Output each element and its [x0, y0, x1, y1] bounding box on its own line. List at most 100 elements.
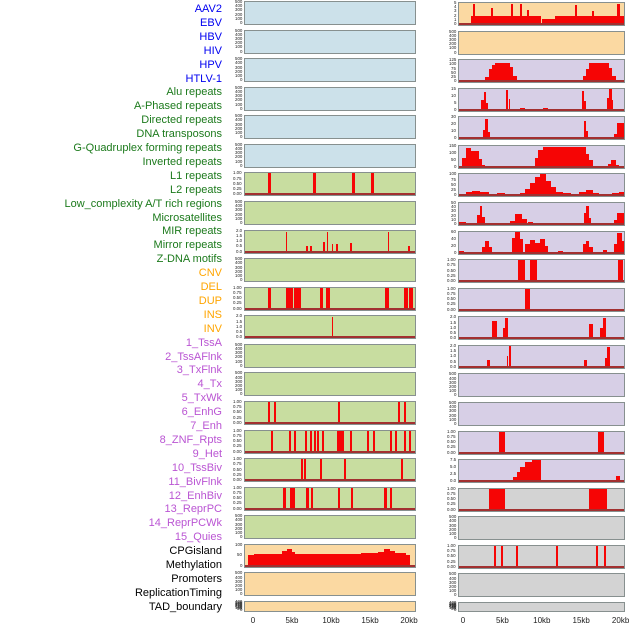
y-tick-label: 0.75 — [447, 491, 456, 497]
track-panel-15-quies — [458, 459, 625, 484]
y-tick-label: 400 — [234, 203, 242, 209]
y-axis-ticks: 2.0 1.5 1.0 0.5 0.0 — [434, 343, 458, 369]
y-axis-ticks: 125 100 75 50 25 0 — [434, 58, 458, 83]
y-tick-label: 0.5 — [235, 329, 242, 335]
y-tick-label: 1.00 — [233, 170, 242, 176]
data-bar — [337, 401, 340, 424]
y-tick-label: 0.00 — [447, 564, 456, 570]
track-label-hiv: HIV — [203, 44, 222, 57]
plot-area — [459, 603, 624, 611]
data-bar — [472, 191, 481, 197]
data-bar — [604, 545, 607, 568]
data-bar — [485, 119, 488, 140]
y-tick-label: 2 — [453, 12, 456, 18]
y-axis-ticks: 500 400 300 200 100 0 — [434, 400, 458, 426]
y-tick-label: 300 — [234, 264, 242, 270]
y-tick-label: 500 — [448, 400, 456, 406]
data-bar — [487, 131, 490, 140]
y-tick-label: 0.75 — [233, 290, 242, 296]
y-tick-label: 5.0 — [449, 464, 456, 470]
x-tick-label: 20kb — [611, 616, 630, 625]
plot-area — [245, 602, 415, 611]
y-axis-ticks: 500 400 300 200 100 0 — [220, 571, 244, 596]
y-tick-label: 200 — [234, 154, 242, 160]
data-bar — [586, 205, 589, 225]
y-axis-ticks: 1.00 0.75 0.50 0.25 0.00 — [220, 457, 244, 483]
data-bar — [338, 487, 341, 510]
y-tick-label: 0.50 — [447, 496, 456, 502]
data-bar — [350, 242, 353, 253]
data-bar — [319, 459, 322, 482]
track-panel-replicationtiming — [458, 573, 625, 598]
y-tick-label: 300 — [234, 36, 242, 42]
plot-area — [245, 345, 415, 367]
plot-area — [459, 460, 624, 483]
data-bar — [481, 99, 484, 111]
y-tick-label: 200 — [234, 603, 242, 609]
y-tick-label: 400 — [234, 346, 242, 352]
plot-area — [245, 173, 415, 196]
data-bar — [470, 150, 479, 168]
y-tick-label: 0.25 — [233, 443, 242, 449]
data-bar — [588, 218, 591, 225]
plot-area — [459, 117, 624, 140]
data-bar — [556, 191, 563, 197]
data-bar — [582, 75, 587, 83]
y-tick-label: 400 — [448, 518, 456, 524]
data-bar — [506, 89, 509, 111]
data-bar — [390, 430, 393, 453]
y-tick-label: 300 — [234, 579, 242, 584]
y-tick-label: 500 — [234, 84, 242, 90]
track-label-cnv: CNV — [198, 267, 222, 280]
baseline — [245, 421, 415, 424]
y-tick-label: 0.00 — [233, 477, 242, 483]
y-tick-label: 100 — [448, 605, 456, 611]
x-tick-label: 10kb — [533, 616, 551, 625]
y-tick-label: 100 — [234, 101, 242, 107]
track-panel-z-dna-motifs — [244, 515, 416, 540]
x-tick-label: 5kb — [495, 616, 509, 625]
y-tick-label: 2.0 — [235, 227, 242, 233]
y-tick-label: 400 — [234, 3, 242, 9]
data-bar — [515, 231, 521, 254]
track-label-5-txwk: 5_TxWk — [181, 392, 222, 405]
y-tick-label: 0.0 — [449, 335, 456, 341]
data-bar — [462, 157, 466, 168]
track-panel-1-tssa — [458, 59, 625, 84]
y-tick-label: 100 — [234, 158, 242, 164]
y-tick-label: 0.50 — [233, 495, 242, 501]
y-axis-ticks: 500 400 300 200 100 0 — [434, 29, 458, 55]
track-label-aav2: AAV2 — [194, 3, 222, 15]
y-tick-label: 0 — [453, 535, 456, 541]
data-bar — [343, 459, 346, 482]
plot-area — [245, 145, 415, 167]
data-bar — [326, 232, 329, 253]
y-tick-label: 200 — [234, 126, 242, 132]
data-bar — [622, 241, 624, 254]
data-bar — [370, 173, 374, 196]
data-bar — [538, 149, 544, 168]
y-tick-label: 500 — [448, 514, 456, 520]
y-tick-label: 0.75 — [447, 262, 456, 268]
track-panel-a-phased-repeats — [244, 200, 416, 225]
data-bar — [286, 549, 292, 567]
y-tick-label: 1.0 — [449, 353, 456, 359]
baseline — [245, 193, 415, 196]
track-label-13-reprpc: 13_ReprPC — [164, 503, 222, 516]
y-axis-ticks: 500 400 300 200 100 0 — [220, 142, 244, 168]
data-bar — [586, 153, 590, 168]
data-bar — [483, 92, 487, 111]
data-bar — [303, 459, 306, 482]
y-tick-label: 400 — [234, 32, 242, 37]
track-label-htlv-1: HTLV-1 — [185, 72, 222, 85]
data-bar — [395, 430, 398, 453]
y-tick-label: 400 — [234, 260, 242, 266]
y-tick-label: 25 — [451, 74, 456, 80]
y-tick-label: 0.75 — [233, 433, 242, 438]
data-bar — [582, 243, 587, 254]
plot-area — [459, 345, 624, 368]
y-tick-label: 300 — [234, 7, 242, 13]
y-tick-label: 100 — [448, 45, 456, 51]
track-panel-directed-repeats — [244, 229, 416, 254]
